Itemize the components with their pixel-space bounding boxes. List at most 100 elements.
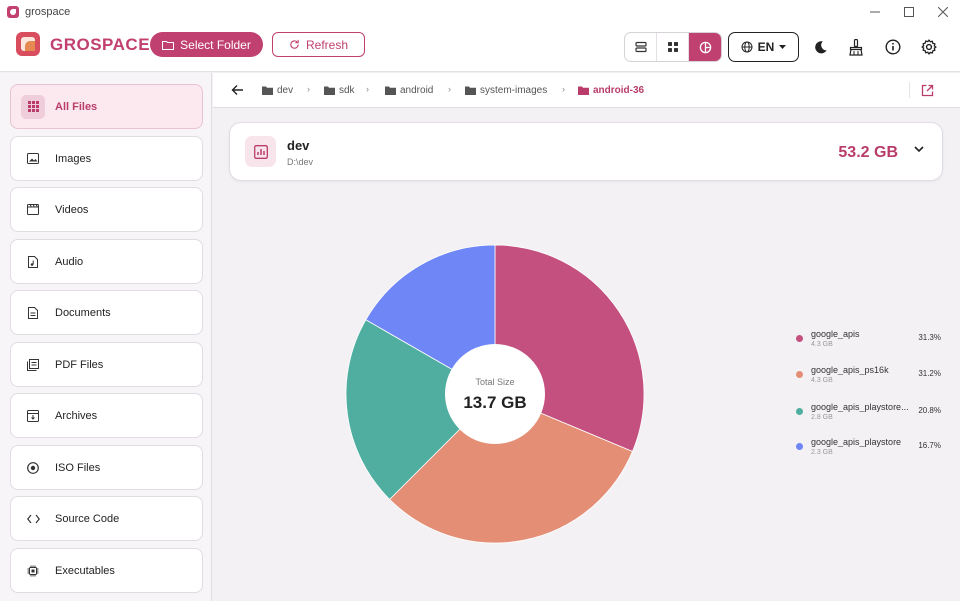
legend-item[interactable]: google_apis_playstore... 2.8 GB 20.8% xyxy=(793,402,943,426)
breadcrumb-item-android[interactable]: android xyxy=(385,82,433,98)
legend-percent: 31.2% xyxy=(918,369,941,378)
sidebar-item-iso-files[interactable]: ISO Files xyxy=(10,445,203,490)
legend-swatch-0 xyxy=(796,335,803,342)
chevron-right-icon: › xyxy=(307,84,310,94)
legend-swatch-3 xyxy=(796,443,803,450)
legend-percent: 31.3% xyxy=(918,333,941,342)
app-icon xyxy=(7,6,19,18)
legend-size: 2.8 GB xyxy=(811,414,833,421)
folder-name: dev xyxy=(287,138,310,153)
sidebar-item-audio[interactable]: Audio xyxy=(10,239,203,284)
chip-icon xyxy=(21,559,45,583)
legend-swatch-1 xyxy=(796,371,803,378)
archive-icon xyxy=(21,404,45,428)
sidebar-item-label: Executables xyxy=(55,564,115,577)
sidebar-item-executables[interactable]: Executables xyxy=(10,548,203,593)
grid-view-button[interactable] xyxy=(657,33,690,61)
folder-icon xyxy=(385,86,396,95)
maximize-button[interactable] xyxy=(892,0,926,24)
minimize-button[interactable] xyxy=(858,0,892,24)
view-mode-toggle xyxy=(624,32,722,62)
document-icon xyxy=(21,301,45,325)
sidebar-item-label: Source Code xyxy=(55,512,120,525)
pie-slice-google_apis_ps16k[interactable] xyxy=(389,393,634,544)
legend-name: google_apis xyxy=(811,329,860,339)
open-external-button[interactable] xyxy=(909,82,935,98)
sidebar-item-all-files[interactable]: All Files xyxy=(10,84,203,129)
legend-name: google_apis_ps16k xyxy=(811,365,889,375)
language-select[interactable]: EN xyxy=(728,32,799,62)
list-view-button[interactable] xyxy=(625,33,658,61)
legend-name: google_apis_playstore... xyxy=(811,402,909,412)
settings-button[interactable] xyxy=(920,38,938,56)
legend-item[interactable]: google_apis 4.3 GB 31.3% xyxy=(793,329,943,353)
sidebar-item-label: Images xyxy=(55,152,92,165)
chart-view-button[interactable] xyxy=(689,33,721,61)
maximize-icon xyxy=(904,7,914,17)
title-bar: grospace xyxy=(0,0,960,24)
minimize-icon xyxy=(870,11,880,13)
select-folder-button[interactable]: Select Folder xyxy=(150,32,263,57)
legend-swatch-2 xyxy=(796,408,803,415)
legend-size: 4.3 GB xyxy=(811,341,833,348)
brand-name: GROSPACE xyxy=(50,35,151,54)
gear-icon xyxy=(921,39,937,55)
grid-view-icon xyxy=(667,42,678,52)
clean-button[interactable] xyxy=(847,38,865,56)
grid-icon xyxy=(21,94,45,119)
legend-size: 4.3 GB xyxy=(811,377,833,384)
pdf-icon xyxy=(21,353,45,377)
breadcrumb-item-system-images[interactable]: system-images xyxy=(465,82,547,98)
sidebar-item-documents[interactable]: Documents xyxy=(10,290,203,335)
breadcrumb-item-dev[interactable]: dev xyxy=(262,82,293,98)
sidebar-item-label: All Files xyxy=(55,100,98,113)
breadcrumb-item-sdk[interactable]: sdk xyxy=(324,82,355,98)
logo-icon xyxy=(16,32,40,56)
language-label: EN xyxy=(757,40,775,54)
chevron-right-icon: › xyxy=(366,84,369,94)
pie-slice-google_apis_playstore...[interactable] xyxy=(345,319,496,500)
sidebar-item-images[interactable]: Images xyxy=(10,136,203,181)
broom-icon xyxy=(849,38,863,56)
folder-icon xyxy=(324,86,335,95)
sidebar-item-label: Audio xyxy=(55,255,84,268)
caret-down-icon xyxy=(779,44,787,49)
legend-item[interactable]: google_apis_playstore 2.3 GB 16.7% xyxy=(793,437,943,461)
moon-icon xyxy=(814,40,827,53)
refresh-icon xyxy=(290,39,299,49)
sidebar-item-label: Archives xyxy=(55,409,98,422)
code-icon xyxy=(21,507,45,531)
theme-toggle-button[interactable] xyxy=(811,38,829,56)
close-button[interactable] xyxy=(926,0,960,24)
folder-icon xyxy=(465,86,476,95)
legend-name: google_apis_playstore xyxy=(811,437,902,447)
info-icon xyxy=(885,39,901,55)
sidebar-item-archives[interactable]: Archives xyxy=(10,393,203,438)
image-icon xyxy=(21,147,45,171)
sidebar-item-pdf-files[interactable]: PDF Files xyxy=(10,342,203,387)
folder-size: 53.2 GB xyxy=(838,144,898,161)
sidebar-item-source-code[interactable]: Source Code xyxy=(10,496,203,541)
close-icon xyxy=(938,7,948,17)
back-button[interactable] xyxy=(229,82,245,98)
app-header: GROSPACE Select Folder Refresh EN xyxy=(0,24,960,72)
chevron-down-icon[interactable] xyxy=(914,146,924,153)
arrow-left-icon xyxy=(231,85,243,95)
window-controls xyxy=(858,0,960,24)
info-button[interactable] xyxy=(884,38,902,56)
donut-hole xyxy=(445,344,545,444)
legend-item[interactable]: google_apis_ps16k 4.3 GB 31.2% xyxy=(793,365,943,389)
breadcrumb-item-android-36[interactable]: android-36 xyxy=(578,82,644,98)
folder-icon xyxy=(262,86,273,95)
legend-percent: 20.8% xyxy=(918,406,941,415)
folder-summary-card[interactable]: dev D:\dev 53.2 GB xyxy=(229,122,943,181)
window-title: grospace xyxy=(25,6,71,18)
folder-icon xyxy=(162,40,175,50)
audio-icon xyxy=(21,250,45,274)
sidebar-item-videos[interactable]: Videos xyxy=(10,187,203,232)
folder-icon xyxy=(578,86,589,95)
refresh-button[interactable]: Refresh xyxy=(272,32,365,57)
external-link-icon xyxy=(921,84,934,96)
folder-chart-icon xyxy=(245,136,276,167)
chevron-right-icon: › xyxy=(562,84,565,94)
